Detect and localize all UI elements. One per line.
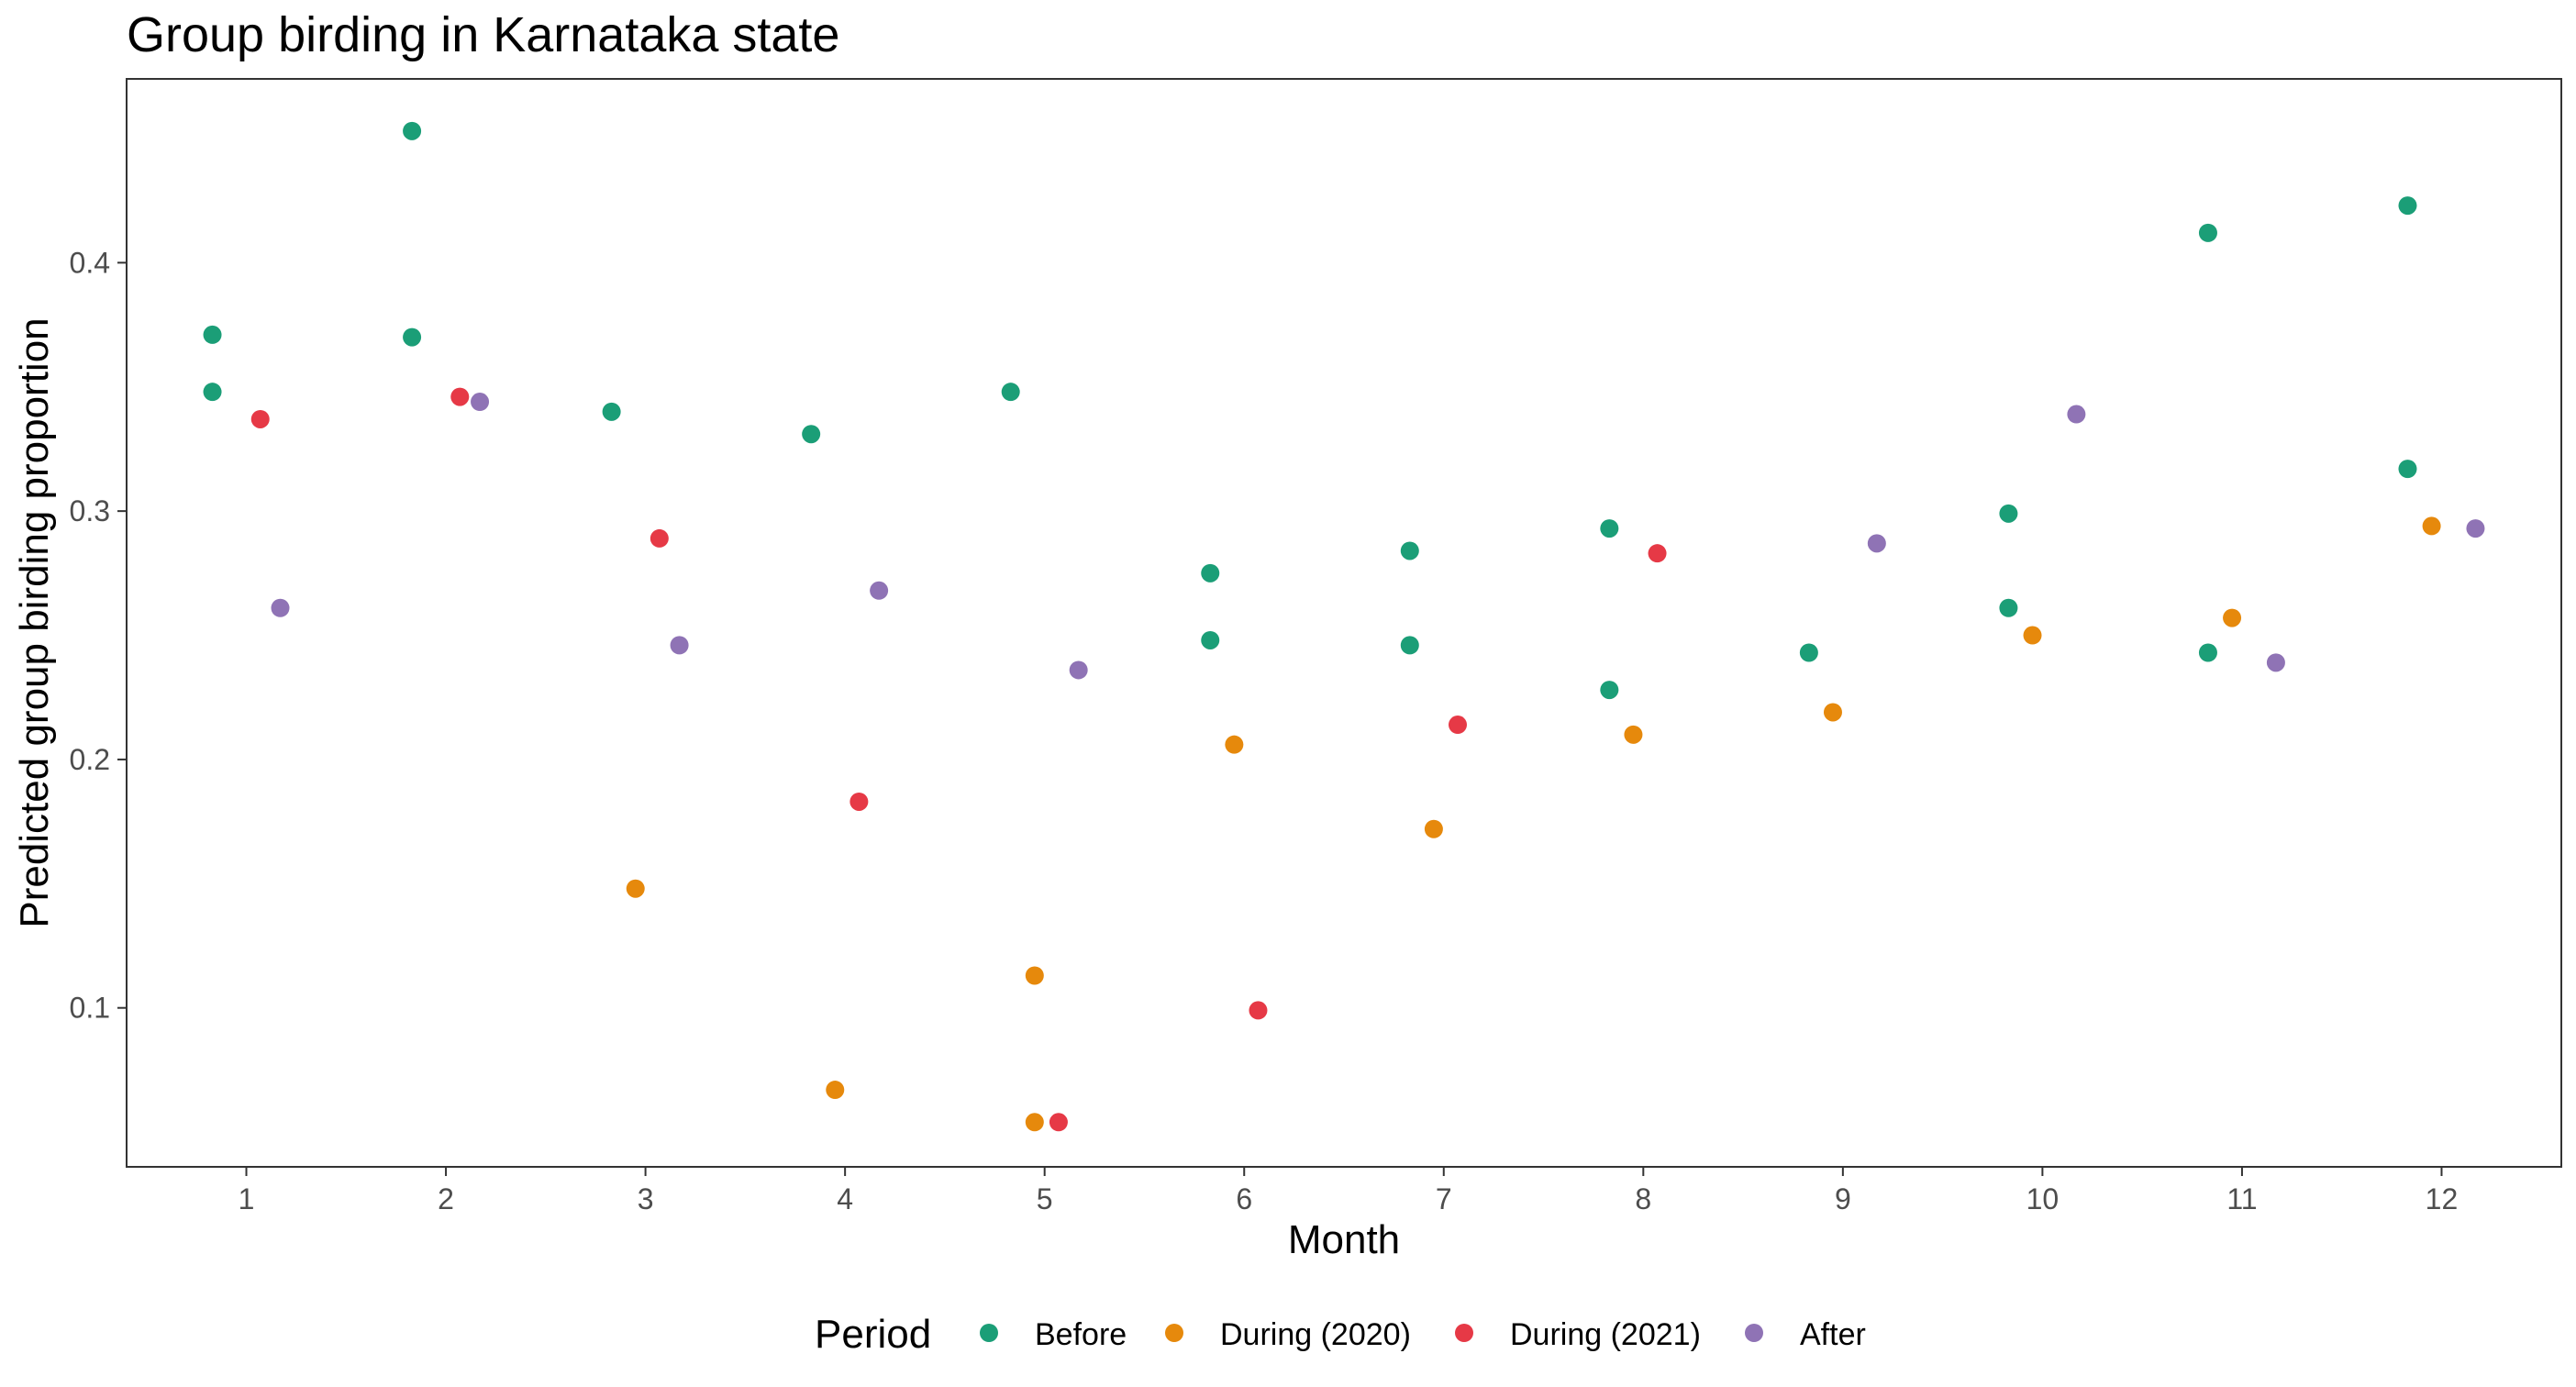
legend-key	[1745, 1324, 1763, 1342]
series-before	[203, 121, 2417, 700]
data-point	[1600, 519, 1619, 538]
legend: Period Before During (2020) During (2021) A…	[815, 1312, 1866, 1357]
data-point	[2198, 223, 2217, 242]
x-tick-label: 8	[1635, 1182, 1651, 1215]
legend-key	[1165, 1324, 1183, 1342]
y-tick-label: 0.4	[70, 246, 110, 279]
plot-panel	[126, 78, 2562, 1168]
data-point	[1424, 819, 1443, 838]
data-points	[203, 121, 2485, 1132]
chart-title: Group birding in Karnataka state	[127, 7, 839, 62]
data-point	[670, 636, 689, 655]
data-point	[450, 387, 470, 406]
series-during-2021	[250, 387, 1667, 1132]
data-point	[1225, 735, 1244, 754]
data-point	[870, 581, 889, 600]
data-point	[403, 327, 422, 347]
x-tick-label: 12	[2426, 1182, 2459, 1215]
data-point	[271, 598, 290, 617]
x-tick-label: 9	[1835, 1182, 1851, 1215]
data-point	[1025, 966, 1044, 985]
data-point	[1049, 1113, 1068, 1132]
data-point	[1069, 660, 1088, 680]
data-point	[2023, 626, 2042, 645]
data-point	[1448, 716, 1467, 735]
data-point	[650, 528, 669, 548]
data-point	[1999, 598, 2018, 617]
data-point	[403, 121, 422, 140]
data-point	[1823, 703, 1842, 722]
data-point	[2223, 608, 2242, 627]
data-point	[203, 383, 222, 402]
data-point	[1400, 541, 1419, 560]
y-tick-label: 0.3	[70, 494, 110, 527]
y-axis-title: Predicted group birding proportion	[12, 317, 57, 927]
data-point	[2466, 519, 2485, 538]
data-point	[1624, 725, 1643, 744]
x-tick-label: 11	[2226, 1182, 2257, 1215]
x-tick-label: 6	[1236, 1182, 1252, 1215]
legend-label: During (2021)	[1510, 1317, 1701, 1352]
x-tick-label: 3	[638, 1182, 654, 1215]
data-point	[2266, 653, 2285, 672]
data-point	[1648, 544, 1667, 563]
series-during-2020	[626, 516, 2441, 1132]
data-point	[2198, 643, 2217, 662]
data-point	[1001, 383, 1020, 402]
data-point	[1201, 563, 1220, 583]
y-tick-label: 0.2	[70, 743, 110, 776]
x-axis: 1 2 3 4 5 6 7 8 9 10 11 12	[239, 1167, 2459, 1215]
data-point	[1025, 1113, 1044, 1132]
y-axis: 0.1 0.2 0.3 0.4	[70, 246, 127, 1025]
data-point	[849, 792, 869, 811]
legend-key	[980, 1324, 998, 1342]
legend-label: Before	[1035, 1317, 1127, 1352]
data-point	[250, 409, 270, 428]
legend-key	[1455, 1324, 1473, 1342]
data-point	[1600, 681, 1619, 700]
data-point	[626, 879, 645, 898]
data-point	[1799, 643, 1818, 662]
data-point	[1400, 636, 1419, 655]
data-point	[2398, 196, 2417, 216]
data-point	[1867, 534, 1886, 553]
data-point	[602, 402, 621, 421]
x-tick-label: 10	[2026, 1182, 2060, 1215]
series-after	[271, 393, 2485, 680]
data-point	[471, 393, 490, 412]
data-point	[826, 1081, 845, 1100]
data-point	[1249, 1001, 1268, 1020]
x-tick-label: 4	[837, 1182, 853, 1215]
x-tick-label: 5	[1037, 1182, 1053, 1215]
x-tick-label: 7	[1436, 1182, 1452, 1215]
y-tick-label: 0.1	[70, 992, 110, 1025]
x-tick-label: 2	[438, 1182, 454, 1215]
legend-label: During (2020)	[1220, 1317, 1411, 1352]
data-point	[203, 325, 222, 344]
data-point	[1201, 630, 1220, 649]
data-point	[802, 425, 821, 444]
data-point	[2398, 460, 2417, 479]
data-point	[2067, 405, 2086, 424]
data-point	[1999, 504, 2018, 523]
legend-label: After	[1800, 1317, 1866, 1352]
data-point	[2422, 516, 2441, 536]
legend-title: Period	[815, 1312, 931, 1357]
x-tick-label: 1	[239, 1182, 255, 1215]
x-axis-title: Month	[1288, 1217, 1400, 1262]
